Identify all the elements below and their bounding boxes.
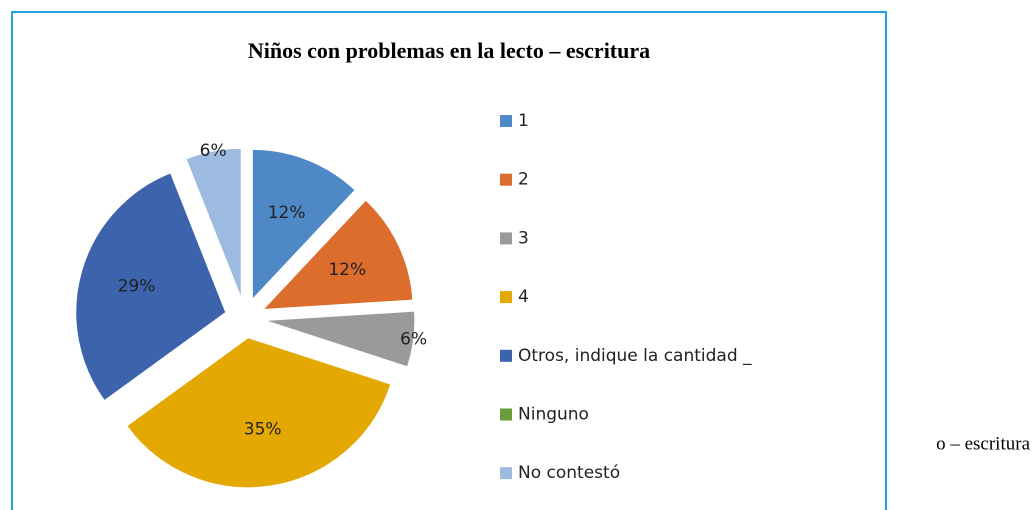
legend-swatch [500,173,512,186]
pie-slice [261,199,414,311]
legend-label: 4 [518,287,529,307]
legend-swatch [500,467,512,480]
legend-label: 2 [518,170,529,190]
legend-swatch [500,349,512,362]
pie-slice [185,147,242,299]
legend-swatch [500,291,512,304]
legend-swatch [500,408,512,421]
legend-label: 3 [518,228,529,248]
legend-swatch [500,232,512,245]
chart-title: Niños con problemas en la lecto – escrit… [248,38,650,63]
legend-label: Otros, indique la cantidad _ [518,346,752,366]
pie-slice [181,159,239,300]
legend-swatch [500,115,512,127]
pie-slice [75,172,227,402]
legend-label: Ninguno [518,405,589,425]
data-label: 12% [268,203,306,223]
data-label: 6% [200,141,227,161]
document-text: o – escritura [936,433,1030,454]
data-label: 29% [118,276,156,296]
pie-slice [264,310,416,368]
legend-label: 1 [518,111,529,131]
pie-slice [126,337,392,489]
pie-slice [251,148,356,301]
data-label: 6% [400,329,427,349]
data-label: 12% [328,260,366,280]
data-label: 35% [244,420,282,440]
legend-label: No contestó [518,463,620,483]
